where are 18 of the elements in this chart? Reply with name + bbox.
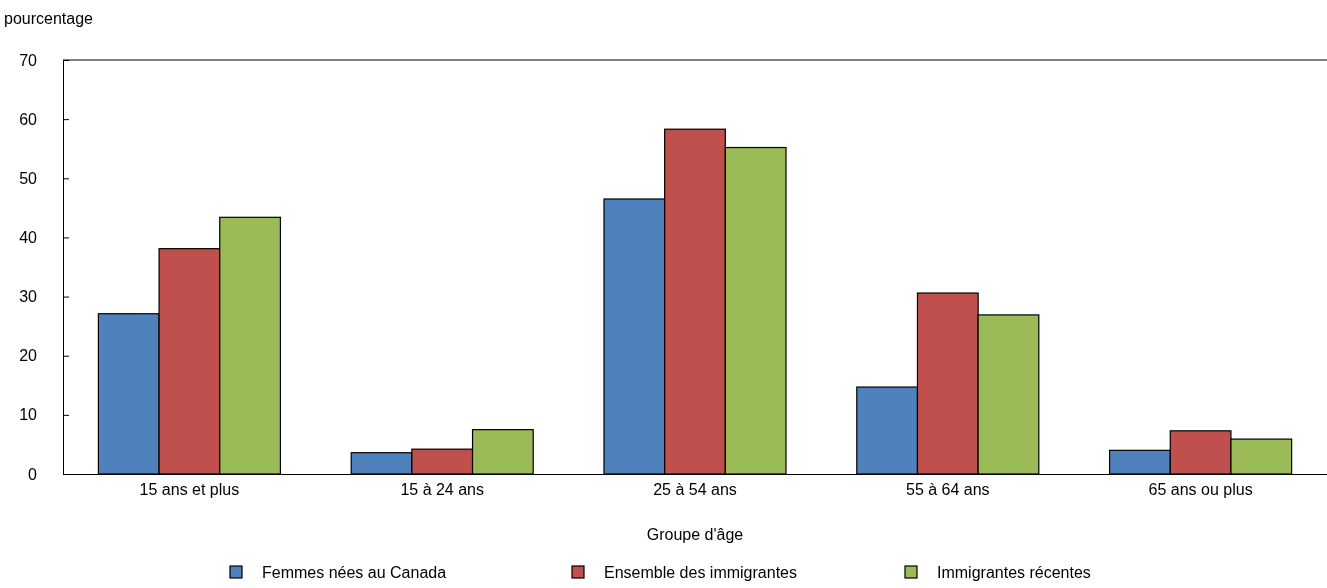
x-tick-label: 25 à 54 ans <box>653 481 737 499</box>
y-tick-label: 30 <box>19 288 38 306</box>
x-tick-label: 65 ans ou plus <box>1148 481 1253 499</box>
x-tick-label: 15 ans et plus <box>139 481 240 499</box>
legend-label: Femmes nées au Canada <box>262 564 447 581</box>
y-tick-label: 70 <box>19 51 38 69</box>
y-tick-label: 60 <box>19 110 38 128</box>
y-tick-label: 50 <box>19 169 38 187</box>
y-tick-label: 20 <box>19 347 38 365</box>
y-tick-label: 0 <box>28 465 38 483</box>
legend-label: Ensemble des immigrantes <box>604 564 797 581</box>
legend-label: Immigrantes récentes <box>937 564 1091 581</box>
x-tick-label: 15 à 24 ans <box>400 481 485 499</box>
y-tick-label: 10 <box>19 406 38 424</box>
x-tick-label: 55 à 64 ans <box>905 481 990 499</box>
x-axis-title: Groupe d'âge <box>646 526 744 543</box>
y-tick-label: 40 <box>19 229 38 247</box>
y-axis-title: pourcentage <box>4 10 94 27</box>
